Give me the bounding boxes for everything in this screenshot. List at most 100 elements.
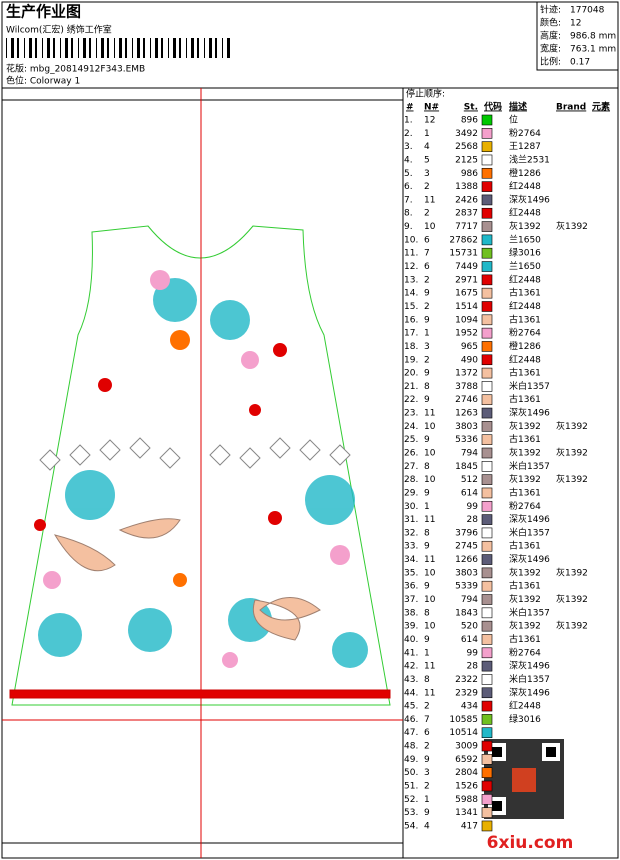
row-needle: 10 — [424, 222, 436, 232]
color-swatch — [481, 421, 493, 432]
row-description: 浅兰2531 — [509, 153, 550, 165]
row-description: 米白1357 — [509, 526, 550, 538]
row-needle: 6 — [424, 262, 430, 272]
row-brand: 灰1392 — [556, 220, 588, 232]
row-needle: 1 — [424, 502, 430, 512]
color-swatch — [481, 594, 493, 605]
row-stitches: 27862 — [449, 235, 478, 245]
row-description: 灰1392 — [509, 566, 541, 578]
column-header: # — [406, 103, 414, 113]
color-swatch — [481, 580, 493, 592]
row-needle: 4 — [424, 142, 430, 152]
row-stitches: 5336 — [455, 435, 478, 445]
row-index: 27. — [404, 462, 418, 472]
row-index: 45. — [404, 702, 418, 712]
bar-stripe — [222, 38, 223, 58]
bar-stripe — [78, 38, 79, 58]
row-needle: 10 — [424, 568, 436, 578]
row-index: 7. — [404, 195, 413, 205]
row-index: 48. — [404, 742, 418, 752]
color-swatch — [481, 700, 493, 712]
row-index: 19. — [404, 355, 418, 365]
color-swatch — [481, 194, 493, 206]
row-needle: 8 — [424, 382, 430, 392]
color-swatch — [481, 674, 493, 685]
row-stitches: 2322 — [455, 675, 478, 685]
color-swatch — [481, 514, 493, 525]
sequence-title: 停止顺序: — [406, 88, 445, 100]
bar-stripe — [186, 38, 187, 58]
row-stitches: 99 — [467, 648, 479, 658]
row-index: 40. — [404, 635, 418, 645]
row-index: 43. — [404, 675, 418, 685]
row-needle: 9 — [424, 582, 430, 592]
row-stitches: 3009 — [455, 742, 478, 752]
row-index: 25. — [404, 435, 418, 445]
row-needle: 2 — [424, 275, 430, 285]
row-index: 33. — [404, 542, 418, 552]
row-index: 51. — [404, 782, 418, 792]
row-description: 灰1392 — [509, 447, 541, 459]
row-needle: 6 — [424, 728, 430, 738]
row-description: 红2448 — [509, 353, 541, 365]
row-needle: 9 — [424, 395, 430, 405]
watermark: 6xiu.com — [487, 833, 574, 853]
bar-stripe — [107, 38, 109, 58]
row-needle: 8 — [424, 462, 430, 472]
row-stitches: 614 — [461, 488, 478, 498]
color-swatch — [481, 181, 493, 192]
row-description: 米白1357 — [509, 460, 550, 472]
row-stitches: 1952 — [455, 329, 478, 339]
row-description: 深灰1496 — [509, 193, 550, 205]
row-description: 绿3016 — [509, 713, 541, 725]
row-stitches: 1526 — [455, 782, 478, 792]
row-description: 米白1357 — [509, 606, 550, 618]
row-description: 深灰1496 — [509, 660, 550, 672]
color-swatch — [481, 500, 493, 512]
row-description: 古1361 — [509, 287, 541, 299]
bar-stripe — [155, 38, 158, 58]
bar-stripe — [65, 38, 68, 58]
bar-stripe — [71, 38, 73, 58]
row-index: 9. — [404, 222, 413, 232]
row-index: 22. — [404, 395, 418, 405]
row-brand: 灰1392 — [556, 593, 588, 605]
color-swatch — [481, 141, 493, 152]
row-index: 36. — [404, 582, 418, 592]
info-value: 763.1 mm — [570, 45, 616, 55]
row-needle: 10 — [424, 422, 436, 432]
color-swatch — [481, 780, 493, 792]
row-stitches: 794 — [461, 595, 478, 605]
color-swatch — [481, 487, 493, 499]
color-swatch — [481, 660, 493, 672]
row-needle: 9 — [424, 755, 430, 765]
column-header: St. — [464, 103, 478, 113]
info-label: 宽度: — [540, 43, 561, 55]
color-swatch — [481, 287, 493, 299]
row-index: 37. — [404, 595, 418, 605]
row-stitches: 1675 — [455, 289, 478, 299]
row-stitches: 3803 — [455, 422, 478, 432]
row-stitches: 1094 — [455, 315, 478, 325]
bar-stripe — [11, 38, 14, 58]
color-swatch — [481, 221, 493, 232]
bar-stripe — [204, 38, 205, 58]
row-stitches: 1263 — [455, 409, 478, 419]
bar-stripe — [24, 38, 25, 58]
row-needle: 1 — [424, 329, 430, 339]
row-description: 红2448 — [509, 273, 541, 285]
row-stitches: 1845 — [455, 462, 478, 472]
color-swatch — [481, 207, 493, 219]
row-stitches: 2837 — [455, 209, 478, 219]
bar-stripe — [114, 38, 115, 58]
row-index: 34. — [404, 555, 418, 565]
bar-stripe — [35, 38, 37, 58]
row-stitches: 2745 — [455, 542, 478, 552]
row-index: 53. — [404, 808, 418, 818]
artwork — [9, 225, 391, 706]
row-needle: 11 — [424, 195, 435, 205]
row-index: 14. — [404, 289, 418, 299]
colorway: 色位: Colorway 1 — [6, 75, 80, 87]
color-swatch — [481, 367, 493, 379]
